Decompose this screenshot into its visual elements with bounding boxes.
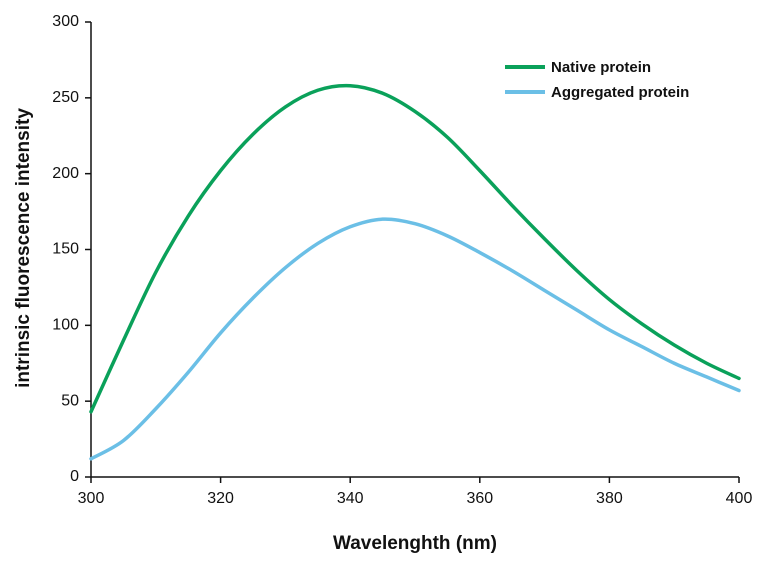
series-group — [89, 83, 741, 461]
y-ticks: 0 50 100 150 200 250 300 — [52, 13, 91, 485]
legend-label-aggregated-protein: Aggregated protein — [551, 84, 689, 101]
y-axis-title: intrinsic fluorescence intensity — [13, 108, 34, 388]
legend: Native protein Aggregated protein — [505, 59, 689, 101]
x-tick-label: 340 — [337, 490, 364, 507]
x-ticks: 300 320 340 360 380 400 — [78, 477, 753, 507]
y-tick-label: 0 — [70, 468, 79, 485]
x-tick-label: 380 — [596, 490, 623, 507]
y-tick-label: 300 — [52, 13, 79, 30]
x-axis-title: Wavelenghth (nm) — [333, 533, 497, 554]
series-line-native-protein — [89, 83, 741, 414]
y-tick-label: 250 — [52, 89, 79, 106]
y-tick-label: 100 — [52, 317, 79, 334]
legend-item-native-protein: Native protein — [505, 59, 651, 76]
y-tick-label: 50 — [61, 392, 79, 409]
legend-label-native-protein: Native protein — [551, 59, 651, 76]
x-tick-label: 320 — [207, 490, 234, 507]
y-tick-label: 150 — [52, 241, 79, 258]
series-line-aggregated-protein — [89, 217, 741, 461]
x-tick-label: 400 — [726, 490, 753, 507]
x-tick-label: 300 — [78, 490, 105, 507]
legend-item-aggregated-protein: Aggregated protein — [505, 84, 689, 101]
x-tick-label: 360 — [466, 490, 493, 507]
y-tick-label: 200 — [52, 165, 79, 182]
